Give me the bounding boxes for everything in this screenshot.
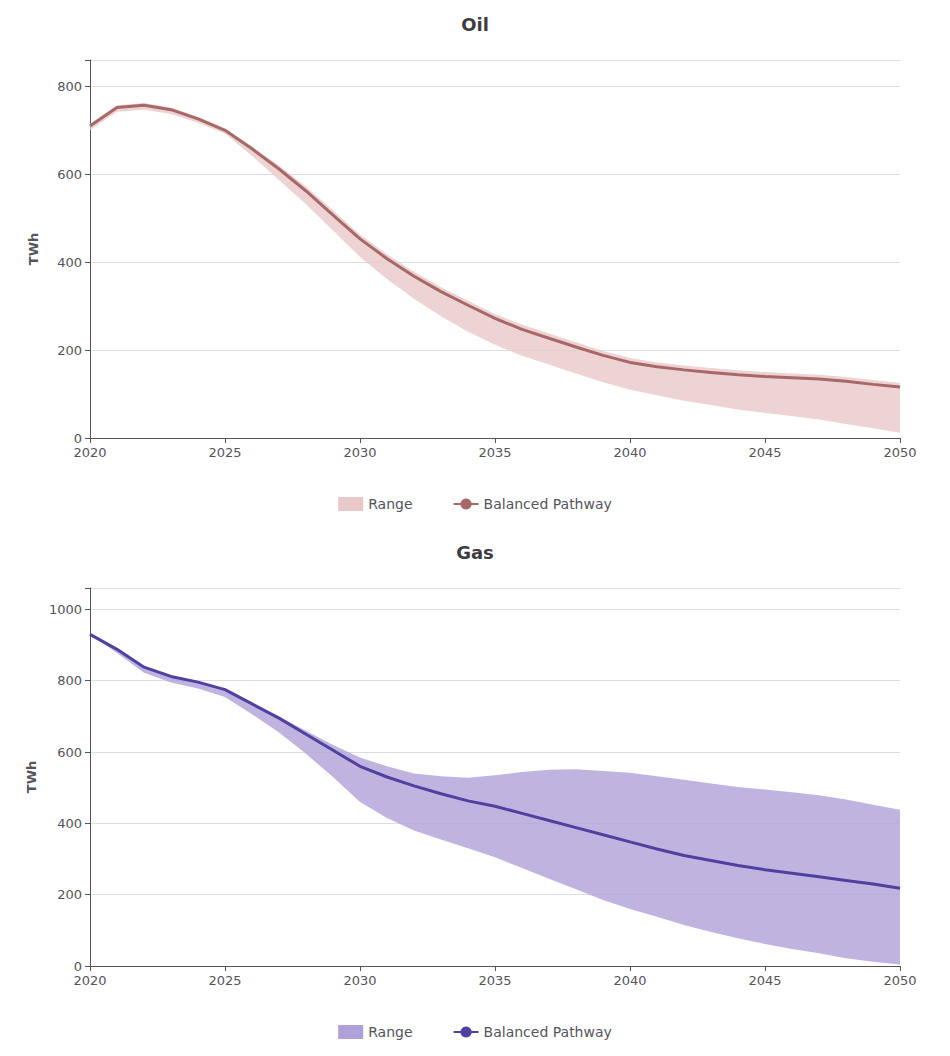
svg-text:400: 400 <box>57 255 82 270</box>
svg-text:Gas: Gas <box>456 542 494 563</box>
svg-text:Range: Range <box>368 496 412 512</box>
svg-text:600: 600 <box>57 745 82 760</box>
svg-text:600: 600 <box>57 167 82 182</box>
svg-text:2040: 2040 <box>613 973 646 988</box>
svg-text:2035: 2035 <box>478 445 511 460</box>
svg-text:Balanced Pathway: Balanced Pathway <box>484 1024 612 1040</box>
svg-text:2045: 2045 <box>748 973 781 988</box>
svg-text:Oil: Oil <box>461 14 489 35</box>
svg-text:TWh: TWh <box>26 233 41 265</box>
svg-text:TWh: TWh <box>24 761 39 793</box>
svg-text:2030: 2030 <box>343 973 376 988</box>
svg-text:2020: 2020 <box>73 445 106 460</box>
svg-text:2025: 2025 <box>208 973 241 988</box>
svg-text:Balanced Pathway: Balanced Pathway <box>484 496 612 512</box>
svg-text:800: 800 <box>57 673 82 688</box>
svg-text:2040: 2040 <box>613 445 646 460</box>
svg-text:0: 0 <box>74 959 82 974</box>
svg-text:2020: 2020 <box>73 973 106 988</box>
svg-text:Range: Range <box>368 1024 412 1040</box>
svg-text:800: 800 <box>57 79 82 94</box>
svg-text:2030: 2030 <box>343 445 376 460</box>
svg-text:2050: 2050 <box>883 973 916 988</box>
svg-text:2045: 2045 <box>748 445 781 460</box>
svg-text:200: 200 <box>57 343 82 358</box>
svg-text:1000: 1000 <box>49 602 82 617</box>
svg-text:2050: 2050 <box>883 445 916 460</box>
svg-text:2025: 2025 <box>208 445 241 460</box>
svg-text:200: 200 <box>57 887 82 902</box>
svg-text:400: 400 <box>57 816 82 831</box>
svg-text:2035: 2035 <box>478 973 511 988</box>
svg-text:0: 0 <box>74 431 82 446</box>
